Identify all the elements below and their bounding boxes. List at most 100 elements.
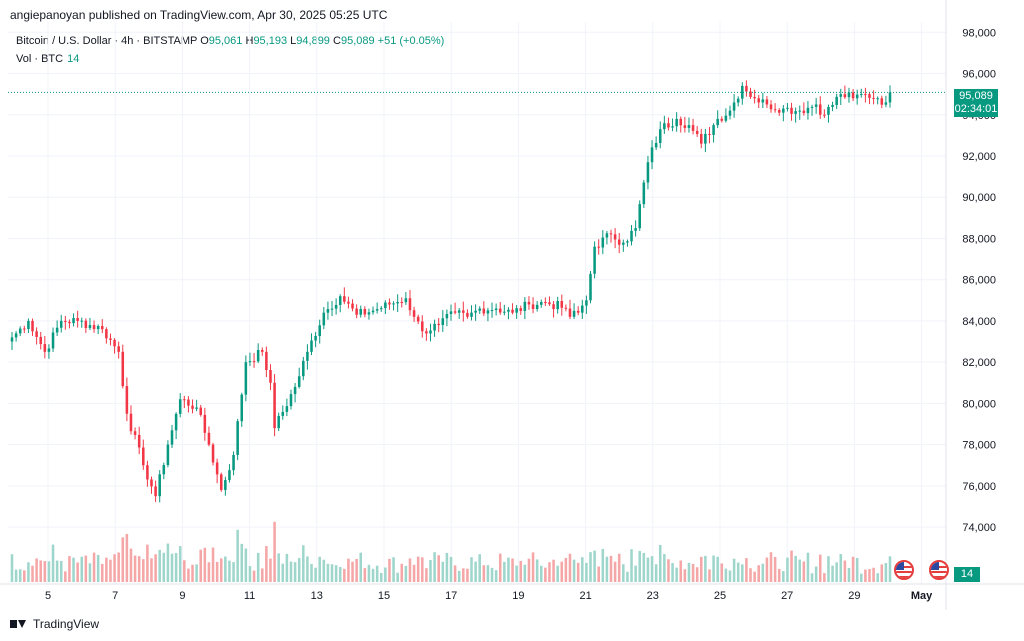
volume-bar	[736, 562, 740, 582]
volume-bar	[355, 558, 358, 582]
candle-body	[626, 241, 629, 243]
candle-body	[121, 351, 125, 387]
volume-row: Vol · BTC 14	[16, 50, 444, 68]
candle-body	[581, 305, 584, 313]
candle-body	[507, 309, 510, 312]
volume-bar	[260, 568, 264, 582]
candle-body	[605, 233, 609, 238]
y-tick-label: 78,000	[962, 440, 996, 452]
candle-body	[18, 328, 22, 334]
volume-bar	[162, 552, 166, 582]
volume-bar	[675, 567, 678, 582]
volume-bar	[753, 571, 756, 582]
candle-body	[601, 237, 605, 248]
volume-bar	[142, 559, 145, 582]
volume-bar	[351, 561, 354, 582]
candle-body	[412, 310, 416, 317]
last-price-badge: 95,089 02:34:01	[954, 89, 998, 117]
volume-bar	[23, 570, 26, 582]
y-tick-label: 74,000	[962, 522, 996, 534]
footer-brand[interactable]: TradingView	[10, 617, 99, 631]
volume-bar	[392, 557, 395, 582]
volume-bar	[129, 548, 133, 582]
x-tick-label: 17	[445, 590, 457, 602]
volume-bar	[671, 563, 674, 582]
volume-bar	[174, 553, 178, 582]
volume-bar	[248, 566, 252, 582]
volume-label[interactable]: Vol · BTC	[16, 53, 64, 65]
candle-body	[494, 308, 498, 311]
candle-body	[47, 348, 51, 352]
candle-body	[166, 444, 170, 465]
candle-body	[170, 430, 174, 445]
candle-body	[51, 332, 55, 349]
candle-body	[843, 94, 847, 98]
candle-body	[281, 411, 285, 416]
candle-body	[27, 320, 30, 330]
candle-body	[568, 308, 572, 317]
candle-body	[306, 351, 309, 361]
volume-bar	[154, 554, 157, 582]
candle-body	[691, 125, 695, 131]
candle-body	[531, 304, 535, 309]
volume-bar	[412, 564, 416, 582]
close-value: 95,089	[340, 35, 375, 47]
candle-body	[728, 110, 732, 116]
candle-body	[831, 104, 834, 107]
volume-bar	[613, 561, 617, 582]
volume-bar	[777, 569, 781, 582]
candle-body	[855, 94, 859, 99]
candle-body	[470, 312, 473, 317]
x-tick-label: May	[911, 590, 933, 602]
us-flag-event-icon[interactable]	[894, 560, 914, 580]
volume-bar	[334, 565, 338, 582]
volume-bar	[732, 558, 736, 582]
volume-bar	[663, 554, 666, 582]
symbol-label[interactable]: Bitcoin / U.S. Dollar · 4h · BITSTAMP	[16, 35, 198, 47]
x-tick-label: 21	[579, 590, 591, 602]
candle-body	[769, 104, 773, 110]
volume-bar	[10, 554, 14, 582]
volume-bar	[745, 558, 748, 582]
volume-bar	[572, 559, 576, 582]
candle-body	[868, 94, 871, 98]
change-value: +51 (+0.05%)	[377, 35, 445, 47]
candle-body	[548, 302, 551, 305]
candle-body	[59, 320, 63, 328]
candle-body	[851, 92, 855, 99]
candle-body	[326, 309, 330, 313]
volume-bar	[765, 557, 769, 582]
volume-bar	[667, 559, 670, 582]
candle-body	[576, 310, 580, 313]
candle-body	[814, 104, 818, 107]
volume-bar	[720, 563, 724, 582]
volume-bar	[466, 568, 469, 582]
volume-bar	[769, 552, 773, 582]
volume-bar	[839, 554, 843, 582]
volume-bar	[14, 569, 18, 582]
candle-body	[839, 94, 843, 97]
volume-bar	[215, 561, 219, 582]
candle-body	[203, 414, 207, 433]
candle-body	[142, 447, 145, 466]
candle-body	[478, 308, 481, 311]
volume-bar	[310, 563, 313, 582]
volume-bar	[211, 547, 215, 582]
candle-body	[503, 311, 506, 313]
volume-bar	[453, 565, 457, 582]
volume-bar	[150, 558, 153, 582]
candle-body	[441, 318, 445, 326]
candle-body	[695, 130, 699, 135]
last-volume-badge: 14	[954, 567, 980, 582]
us-flag-event-icon[interactable]	[929, 560, 949, 580]
volume-bar	[35, 558, 38, 582]
volume-bar	[84, 555, 88, 582]
candle-body	[199, 407, 203, 415]
volume-bar	[55, 560, 59, 582]
volume-bar	[646, 557, 650, 582]
volume-bar	[371, 568, 375, 582]
volume-bar	[187, 568, 190, 582]
candle-body	[765, 99, 769, 105]
chart-legend: Bitcoin / U.S. Dollar · 4h · BITSTAMP O9…	[16, 32, 444, 68]
